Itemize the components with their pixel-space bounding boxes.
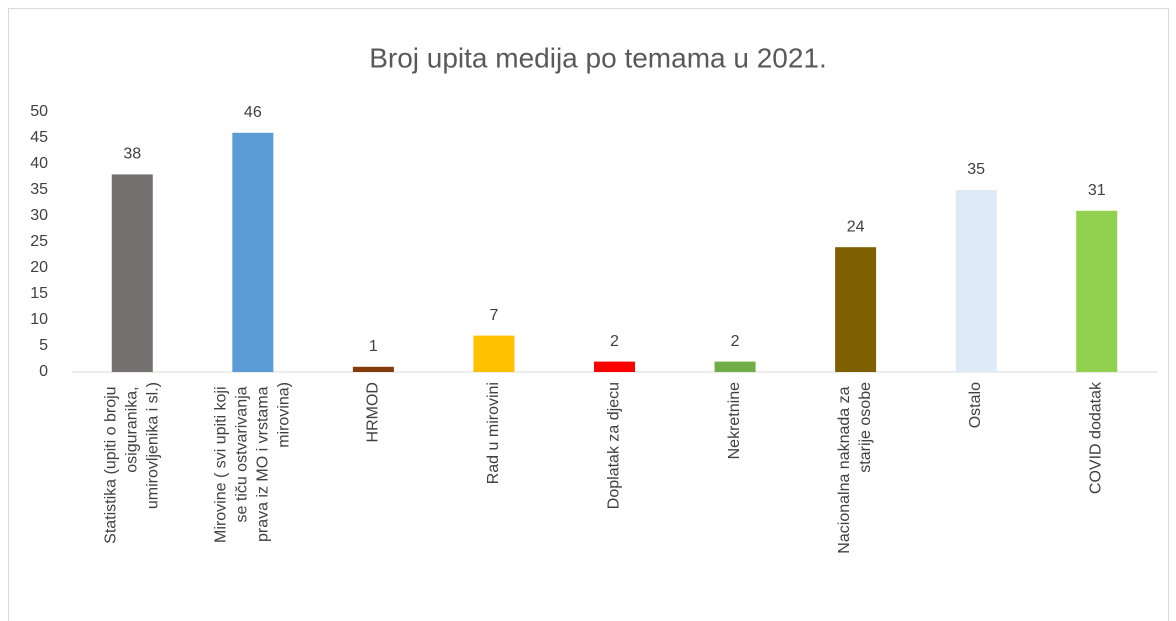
x-tick-label: Nacionalna naknada za starije osobe <box>836 382 874 554</box>
x-tick-label-line: osiguranika, <box>123 382 140 473</box>
bar <box>835 247 877 372</box>
x-tick-label: COVID dodatak <box>1088 381 1105 494</box>
y-tick-label: 30 <box>30 207 48 224</box>
data-label: 46 <box>244 104 262 121</box>
data-label: 2 <box>610 333 619 350</box>
x-tick-label: Mirovine ( svi upiti koji se tiču ostvar… <box>213 382 293 543</box>
x-tick-label-line: Nekretnine <box>726 382 743 459</box>
x-tick-label-line: HRMOD <box>365 382 382 442</box>
y-tick-label: 35 <box>30 181 48 198</box>
y-tick-label: 45 <box>30 129 48 146</box>
x-tick-label-line: COVID dodatak <box>1088 381 1105 494</box>
y-tick-label: 5 <box>39 337 48 354</box>
data-label: 7 <box>489 307 498 324</box>
y-tick-label: 20 <box>30 259 48 276</box>
bar <box>594 361 635 372</box>
bar <box>352 366 394 372</box>
x-tick-label: Nekretnine <box>726 382 743 459</box>
bar <box>955 190 997 372</box>
y-tick-label: 15 <box>30 285 48 302</box>
x-tick-label-line: Mirovine ( svi upiti koji <box>213 382 230 543</box>
bar <box>714 361 756 372</box>
data-label: 24 <box>847 218 865 235</box>
y-tick-label: 10 <box>30 311 48 328</box>
data-label: 2 <box>731 333 740 350</box>
x-tick-label: HRMOD <box>365 382 382 442</box>
y-tick-label: 0 <box>39 363 48 380</box>
y-tick-label: 50 <box>30 103 48 120</box>
chart-title: Broj upita medija po temama u 2021. <box>369 42 827 73</box>
y-tick-label: 25 <box>30 233 48 250</box>
x-tick-label-line: Doplatak za djecu <box>606 382 623 509</box>
bar <box>232 132 274 372</box>
x-tick-label-line: Rad u mirovini <box>485 382 502 484</box>
x-tick-label-line: mirovina) <box>276 382 293 448</box>
x-tick-label-line: Nacionalna naknada za <box>836 382 853 554</box>
x-tick-label-line: prava iz MO i vrstama <box>255 382 272 542</box>
bar <box>111 174 153 372</box>
x-tick-label-line: se tiču ostvarivanja <box>234 382 251 523</box>
data-label: 35 <box>967 161 985 178</box>
bar <box>1076 210 1118 372</box>
x-tick-label: Statistika (upiti o broju osiguranika, u… <box>102 382 161 544</box>
data-label: 38 <box>123 146 141 163</box>
x-tick-label: Doplatak za djecu <box>606 382 623 509</box>
data-label: 1 <box>369 338 378 355</box>
bar <box>473 335 515 372</box>
x-tick-label: Rad u mirovini <box>485 382 502 484</box>
x-tick-label-line: umirovljenika i sl.) <box>144 382 161 509</box>
x-tick-label-line: Statistika (upiti o broju <box>102 382 119 544</box>
data-label: 31 <box>1088 182 1106 199</box>
x-tick-label: Ostalo <box>967 382 984 428</box>
y-tick-label: 40 <box>30 155 48 172</box>
x-tick-label-line: starije osobe <box>857 382 874 473</box>
x-tick-label-line: Ostalo <box>967 382 984 428</box>
